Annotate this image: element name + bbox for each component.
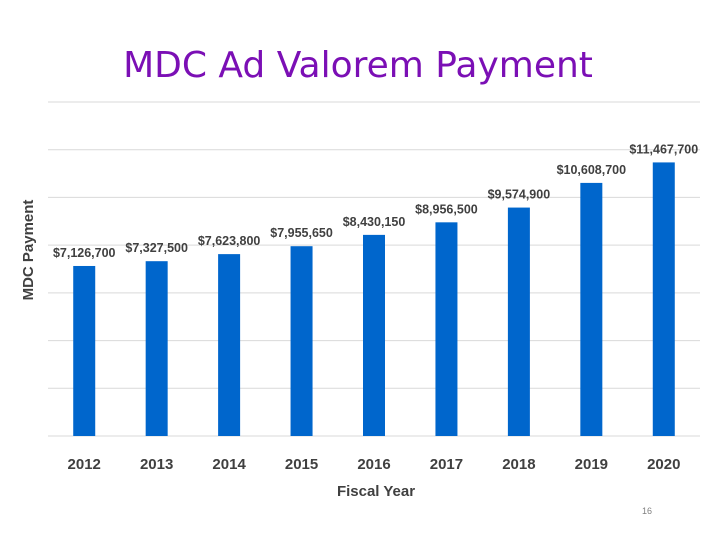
x-tick-label: 2017 <box>430 456 463 473</box>
bar <box>507 207 530 436</box>
data-label: $7,126,700 <box>53 246 116 260</box>
bar <box>145 261 168 436</box>
data-label: $7,623,800 <box>198 234 261 248</box>
bar <box>73 265 96 436</box>
bar <box>435 222 458 436</box>
bar <box>290 246 313 436</box>
data-label: $7,327,500 <box>125 241 188 255</box>
data-label: $10,608,700 <box>557 163 627 177</box>
x-tick-label: 2020 <box>647 456 680 473</box>
x-tick-label: 2018 <box>502 456 535 473</box>
data-label: $8,956,500 <box>415 202 478 216</box>
x-tick-label: 2019 <box>575 456 608 473</box>
slide-title: MDC Ad Valorem Payment <box>123 45 593 86</box>
x-tick-label: 2016 <box>357 456 390 473</box>
data-label: $9,574,900 <box>488 188 551 202</box>
x-axis-title: Fiscal Year <box>337 483 415 500</box>
x-tick-label: 2015 <box>285 456 318 473</box>
page-number: 16 <box>642 506 653 516</box>
bar <box>580 182 603 436</box>
data-label: $7,955,650 <box>270 226 333 240</box>
bar <box>218 254 241 436</box>
bar <box>363 234 385 436</box>
bar <box>652 162 675 436</box>
x-tick-label: 2012 <box>68 456 101 473</box>
y-axis-title: MDC Payment <box>20 200 37 301</box>
data-label: $11,467,700 <box>629 142 698 156</box>
x-tick-label: 2013 <box>140 456 173 473</box>
data-label: $8,430,150 <box>343 215 406 229</box>
x-tick-label: 2014 <box>212 456 246 473</box>
